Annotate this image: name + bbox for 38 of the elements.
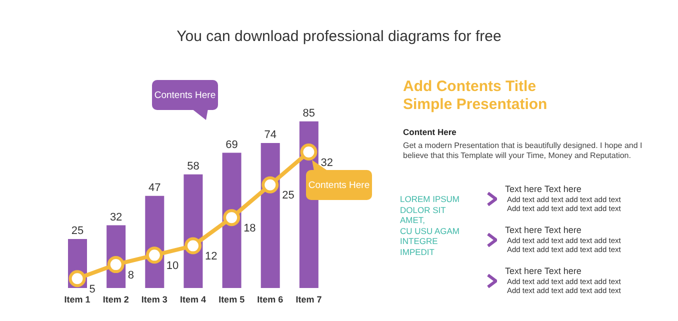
x-tick-label: Item 4 [180,294,206,304]
data-label: 25 [282,190,294,202]
text: Content Here [403,127,456,137]
data-label: 12 [205,250,218,263]
data-label: 85 [302,107,316,120]
text: Add Contents Title [403,78,536,95]
text: Simple Presentation [403,96,548,113]
text: LOREM IPSUM DOLOR SIT AMET, CU USU AGAM INTEGRE IMPEDIT [400,194,461,257]
text: Text here Text here [505,225,582,235]
point [184,237,202,254]
point [146,246,163,264]
data-label: 10 [166,260,179,272]
bar [260,142,280,288]
data-label: 18 [244,222,256,235]
data-label: 74 [264,128,276,141]
x-tick-label: Item 1 [64,294,90,304]
text: Text here Text here [505,184,582,194]
point [262,176,279,194]
data-label: 32 [110,211,122,224]
x-tick-label: Item 3 [141,294,168,304]
data-label: 25 [71,225,84,237]
data-label: 58 [187,160,200,172]
data-label: 69 [226,138,238,151]
data-label: 8 [128,269,134,282]
x-tick-label: Item 6 [257,294,284,304]
annotation: Contents Here [306,170,372,200]
text: Text here Text here [505,266,582,276]
data-label: 32 [320,156,333,169]
x-tick-label: Item 2 [102,294,129,304]
data-label: 5 [89,284,96,296]
data-label: 47 [148,182,161,194]
chart-subtitle: You can download professional diagrams for free [176,28,502,45]
point [223,209,240,226]
x-tick-label: Item 5 [218,294,245,304]
x-tick-label: Item 7 [296,294,322,304]
point [300,144,318,161]
text: Get a modern Presentation that is beautifully designed. I hope and I believe that this Template will your Time, Money and Reputation. [403,141,644,161]
point [68,270,86,288]
